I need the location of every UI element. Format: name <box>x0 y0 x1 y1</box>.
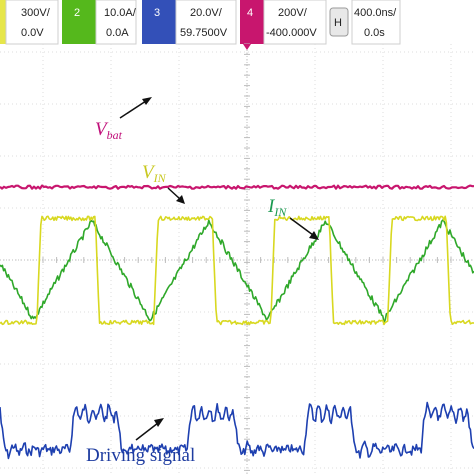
channel-2-number: 2 <box>74 7 80 19</box>
annotations: Vbat VIN IIN Driving signal <box>86 97 319 466</box>
channel-1-box[interactable]: 300V/ 0.0V <box>0 0 59 45</box>
iin-label: IIN <box>267 196 287 219</box>
channel-4-offset: -400.000V <box>266 27 317 39</box>
channel-3-scale: 20.0V/ <box>190 7 223 19</box>
channel-4-number: 4 <box>247 7 253 19</box>
vin-arrow-head <box>176 195 185 204</box>
channel-header: 300V/ 0.0V 2 10.0A/ 0.0A 3 20.0V/ 59.750… <box>0 0 474 45</box>
channel-2-offset: 0.0A <box>106 27 129 39</box>
vin-arrow-shaft <box>167 187 181 200</box>
channel-4-tab <box>240 0 264 44</box>
channel-4-readout <box>263 0 327 45</box>
annotation-driving-signal: Driving signal <box>86 418 195 466</box>
iin-arrow-shaft <box>289 217 314 236</box>
graticule <box>0 43 474 474</box>
iin-arrow-head <box>309 231 319 240</box>
driving-arrow-head <box>154 418 164 427</box>
vbat-label-main: V <box>95 119 109 140</box>
channel-3-offset: 59.7500V <box>180 27 228 39</box>
channel-4-box[interactable]: 4 200V/ -400.000V <box>240 0 327 45</box>
channel-1-offset: 0.0V <box>21 27 44 39</box>
channel-4-scale: 200V/ <box>278 7 308 19</box>
trace-v-bat <box>0 184 474 190</box>
horizontal-label: H <box>334 17 342 29</box>
driving-arrow-shaft <box>135 422 159 441</box>
channel-2-tab <box>62 0 96 44</box>
channel-3-tab <box>142 0 176 44</box>
annotation-vin: VIN <box>142 162 185 204</box>
channel-3-readout <box>175 0 237 45</box>
driving-signal-label: Driving signal <box>86 445 195 466</box>
vin-label-main: V <box>142 162 156 183</box>
iin-label-main: I <box>267 196 276 217</box>
channel-1-readout <box>5 0 59 45</box>
time-per-div: 400.0ns/ <box>354 7 397 19</box>
horizontal-box[interactable]: H 400.0ns/ 0.0s <box>329 0 401 45</box>
annotation-vbat: Vbat <box>95 97 152 142</box>
vbat-label-sub: bat <box>107 128 123 142</box>
channel-3-box[interactable]: 3 20.0V/ 59.7500V <box>142 0 237 45</box>
channel-2-scale: 10.0A/ <box>104 7 137 19</box>
trace-driving-signal <box>0 401 474 460</box>
trigger-marker <box>243 44 251 50</box>
channel-1-tab <box>0 0 6 44</box>
header-spacer <box>404 0 474 44</box>
vin-label: VIN <box>142 162 167 185</box>
vbat-arrow-head <box>142 97 152 105</box>
channel-2-box[interactable]: 2 10.0A/ 0.0A <box>62 0 137 45</box>
traces <box>0 184 474 460</box>
horizontal-readout <box>351 0 401 45</box>
trace-i-in <box>0 219 474 323</box>
horizontal-tab <box>329 7 349 37</box>
channel-2-readout <box>95 0 137 45</box>
trigger-position: 0.0s <box>364 27 385 39</box>
vbat-label: Vbat <box>95 119 123 142</box>
channel-1-scale: 300V/ <box>21 7 51 19</box>
channel-3-number: 3 <box>154 7 160 19</box>
trace-v-in <box>0 215 474 326</box>
vin-label-sub: IN <box>153 171 167 185</box>
iin-label-sub: IN <box>273 205 287 219</box>
vbat-arrow-shaft <box>119 100 147 119</box>
annotation-iin: IIN <box>267 196 319 240</box>
